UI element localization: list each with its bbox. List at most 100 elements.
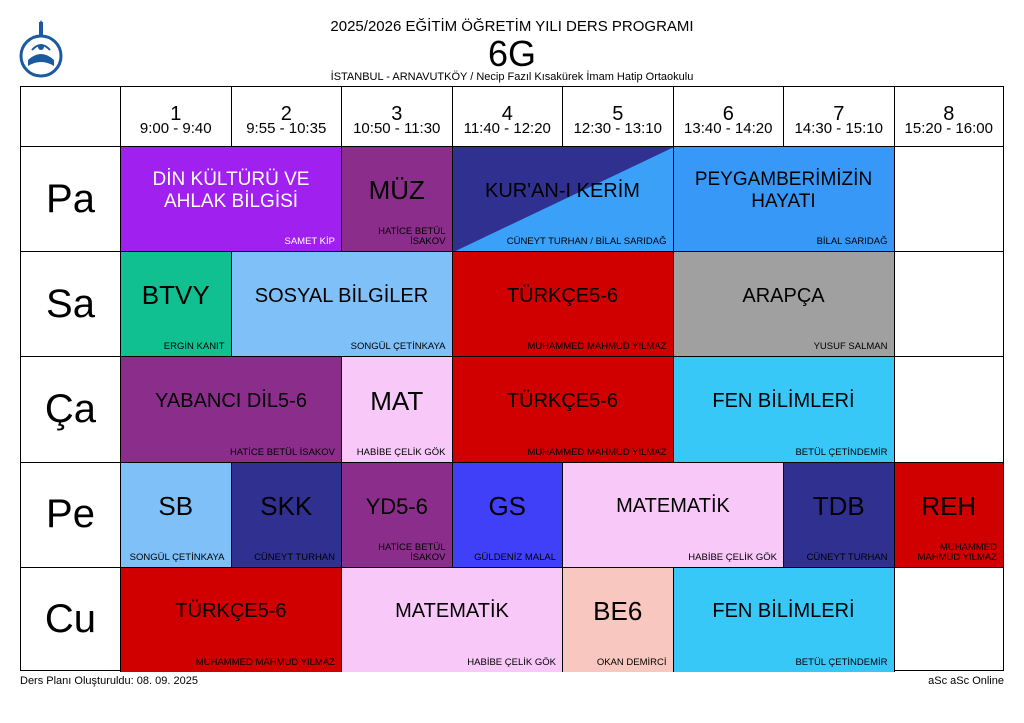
lesson-cell[interactable]: BE6 OKAN DEMİRCİ <box>562 566 673 672</box>
teacher-name: BETÜL ÇETİNDEMİR <box>795 656 888 668</box>
lesson-cell[interactable]: DİN KÜLTÜRÜ VE AHLAK BİLGİSİ SAMET KİP <box>120 146 341 252</box>
period-header: 2 9:55 - 10:35 <box>230 87 342 146</box>
class-name: 6G <box>487 33 537 74</box>
day-label: Pa <box>21 146 120 251</box>
teacher-name: OKAN DEMİRCİ <box>596 656 667 668</box>
period-time: 9:55 - 10:35 <box>246 120 327 137</box>
day-label: Cu <box>21 566 120 672</box>
teacher-name: ERGİN KANIT <box>163 341 225 353</box>
lesson-cell[interactable]: REH MUHAMMED MAHMUD YILMAZ <box>893 461 1003 567</box>
lesson-cell[interactable]: MÜZ HATİCE BETÜL İSAKOV <box>341 146 452 252</box>
period-time: 10:50 - 11:30 <box>353 120 441 137</box>
lesson-cell[interactable]: TÜRKÇE5-6 MUHAMMED MAHMUD YILMAZ <box>451 251 673 357</box>
created-date: Ders Planı Oluşturuldu: 08. 09. 2025 <box>20 675 198 687</box>
lesson-name: YD5-6 <box>365 494 428 520</box>
lesson-cell[interactable]: FEN BİLİMLERİ BETÜL ÇETİNDEMİR <box>672 356 894 462</box>
lesson-cell[interactable]: TÜRKÇE5-6 MUHAMMED MAHMUD YILMAZ <box>120 566 341 672</box>
lesson-name: SKK <box>260 490 313 521</box>
teacher-name: SONGÜL ÇETİNKAYA <box>350 341 446 353</box>
empty-slot <box>893 251 1003 357</box>
period-header: 7 14:30 - 15:10 <box>783 87 894 146</box>
period-number: 3 <box>391 103 403 125</box>
lesson-cell[interactable]: GS GÜLDENİZ MALAL <box>451 461 562 567</box>
lesson-cell[interactable]: KUR'AN-I KERİM CÜNEYT TURHAN / BİLAL SARI… <box>451 146 673 252</box>
lesson-name: TÜRKÇE5-6 <box>506 389 619 412</box>
period-number: 7 <box>833 103 845 125</box>
lesson-name: MATEMATİK <box>395 600 509 623</box>
teacher-name: HABİBE ÇELİK GÖK <box>467 656 556 668</box>
period-time: 15:20 - 16:00 <box>904 120 993 137</box>
period-time: 13:40 - 14:20 <box>684 120 773 137</box>
empty-slot <box>893 356 1003 462</box>
period-header: 8 15:20 - 16:00 <box>893 87 1004 146</box>
lesson-name: GS <box>488 490 527 521</box>
lesson-cell[interactable]: FEN BİLİMLERİ BETÜL ÇETİNDEMİR <box>672 566 894 672</box>
teacher-name: CÜNEYT TURHAN <box>806 551 888 563</box>
teacher-name: MUHAMMED MAHMUD YILMAZ <box>527 446 667 458</box>
teacher-name: HATİCE BETÜL İSAKOV <box>229 446 335 458</box>
teacher-name: HABİBE ÇELİK GÖK <box>356 446 446 458</box>
period-time: 12:30 - 13:10 <box>573 120 662 137</box>
lesson-name: MAT <box>370 385 424 416</box>
timetable-grid: 1 9:00 - 9:40 2 9:55 - 10:35 3 10:50 - 11:30 4… <box>20 86 1004 672</box>
teacher-name: SONGÜL ÇETİNKAYA <box>129 551 225 563</box>
teacher-name: YUSUF SALMAN <box>813 341 888 353</box>
lesson-cell[interactable]: SOSYAL BİLGİLER SONGÜL ÇETİNKAYA <box>230 251 452 357</box>
period-header: 5 12:30 - 13:10 <box>562 87 673 146</box>
lesson-name: TDB <box>812 490 865 521</box>
lesson-cell[interactable]: ARAPÇA YUSUF SALMAN <box>672 251 894 357</box>
teacher-name: HABİBE ÇELİK GÖK <box>688 551 777 563</box>
lesson-cell[interactable]: MAT HABİBE ÇELİK GÖK <box>341 356 452 462</box>
period-number: 5 <box>612 103 624 125</box>
lesson-cell[interactable]: TDB CÜNEYT TURHAN <box>783 461 894 567</box>
period-header: 1 9:00 - 9:40 <box>120 87 231 146</box>
lesson-name: YABANCI DİL5-6 <box>155 389 307 412</box>
school-logo-icon <box>19 20 63 78</box>
lesson-name: BTVY <box>141 280 210 311</box>
teacher-name: CÜNEYT TURHAN / BİLAL SARIDAĞ <box>506 236 667 248</box>
teacher-name: MUHAMMED MAHMUD YILMAZ <box>195 656 335 668</box>
period-number: 1 <box>170 103 182 125</box>
teacher-name: GÜLDENİZ MALAL <box>474 551 556 563</box>
period-number: 6 <box>722 103 734 125</box>
lesson-name: ARAPÇA <box>742 284 825 307</box>
teacher-name: MUHAMMED MAHMUD YILMAZ <box>527 341 667 353</box>
lesson-name: FEN BİLİMLERİ <box>712 600 855 623</box>
lesson-name: MÜZ <box>368 175 425 206</box>
day-label: Sa <box>21 251 120 356</box>
teacher-name: SAMET KİP <box>284 236 335 248</box>
empty-slot <box>893 566 1003 672</box>
lesson-name: FEN BİLİMLERİ <box>712 389 855 412</box>
school-name: İSTANBUL - ARNAVUTKÖY / Necip Fazıl Kısa… <box>330 71 694 83</box>
lesson-name: TÜRKÇE5-6 <box>175 600 287 623</box>
page-title: 2025/2026 EĞİTİM ÖĞRETİM YILI DERS PROGR… <box>330 18 694 35</box>
lesson-cell[interactable]: PEYGAMBERİMİZİN HAYATI BİLAL SARIDAĞ <box>672 146 894 252</box>
period-number: 4 <box>501 103 513 125</box>
lesson-name: MATEMATİK <box>616 495 730 518</box>
brand-label: aSc aSc Online <box>928 675 1004 687</box>
lesson-cell[interactable]: TÜRKÇE5-6 MUHAMMED MAHMUD YILMAZ <box>451 356 673 462</box>
lesson-name: BE6 <box>593 595 643 626</box>
period-header: 4 11:40 - 12:20 <box>451 87 563 146</box>
period-header: 3 10:50 - 11:30 <box>341 87 452 146</box>
lesson-name: SB <box>158 490 194 521</box>
lesson-cell[interactable]: BTVY ERGİN KANIT <box>120 251 231 357</box>
lesson-cell[interactable]: MATEMATİK HABİBE ÇELİK GÖK <box>562 461 783 567</box>
period-header: 6 13:40 - 14:20 <box>672 87 784 146</box>
lesson-cell[interactable]: YD5-6 HATİCE BETÜL İSAKOV <box>341 461 452 567</box>
lesson-cell[interactable]: SB SONGÜL ÇETİNKAYA <box>120 461 231 567</box>
teacher-name: BİLAL SARIDAĞ <box>816 236 888 248</box>
split-lesson-background <box>452 147 673 252</box>
period-number: 8 <box>943 103 955 125</box>
lesson-cell[interactable]: YABANCI DİL5-6 HATİCE BETÜL İSAKOV <box>120 356 341 462</box>
teacher-name: HATİCE BETÜL İSAKOV <box>378 226 446 248</box>
empty-slot <box>893 146 1003 252</box>
lesson-cell[interactable]: SKK CÜNEYT TURHAN <box>230 461 341 567</box>
lesson-name: SOSYAL BİLGİLER <box>254 284 429 307</box>
lesson-name: DİN KÜLTÜRÜ VE AHLAK BİLGİSİ <box>152 169 310 213</box>
teacher-name: BETÜL ÇETİNDEMİR <box>795 446 888 458</box>
lesson-cell[interactable]: MATEMATİK HABİBE ÇELİK GÖK <box>341 566 562 672</box>
lesson-name: TÜRKÇE5-6 <box>506 284 619 307</box>
lesson-name: KUR'AN-I KERİM <box>485 179 640 202</box>
lesson-name: PEYGAMBERİMİZİN HAYATI <box>694 169 873 213</box>
